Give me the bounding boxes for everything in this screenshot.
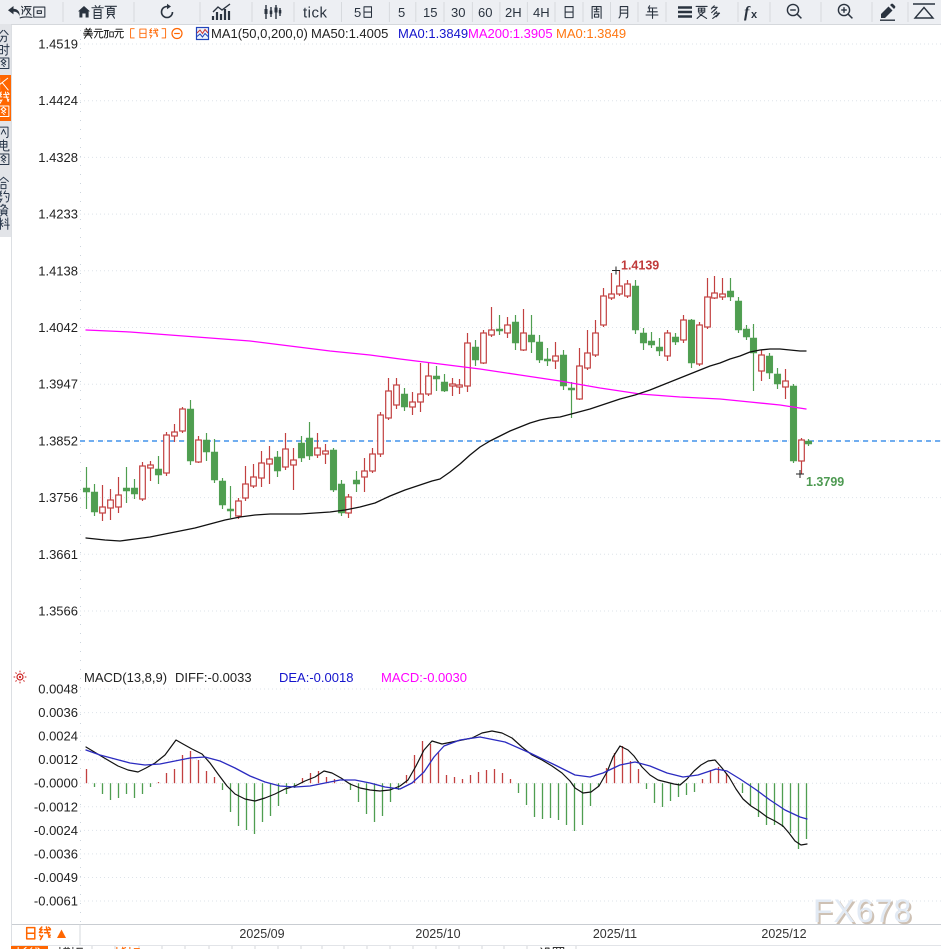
svg-text:1.4424: 1.4424 [38, 93, 78, 108]
svg-text:1.4233: 1.4233 [38, 207, 78, 222]
svg-text:-0.0061: -0.0061 [34, 894, 78, 909]
svg-text:-0.0000: -0.0000 [34, 776, 78, 791]
svg-text:FX678: FX678 [815, 895, 914, 931]
svg-text:1.3852: 1.3852 [38, 433, 78, 448]
svg-text:0.0024: 0.0024 [38, 729, 78, 744]
svg-text:1.3661: 1.3661 [38, 547, 78, 562]
svg-text:0.0012: 0.0012 [38, 752, 78, 767]
svg-text:MACD(13,8,9): MACD(13,8,9) [84, 670, 167, 685]
svg-text:2H: 2H [505, 5, 522, 20]
svg-text:1.3566: 1.3566 [38, 604, 78, 619]
svg-text:1.3799: 1.3799 [806, 475, 844, 489]
svg-text:0.0036: 0.0036 [38, 705, 78, 720]
svg-text:MA50:1.4005: MA50:1.4005 [311, 26, 388, 41]
svg-text:5: 5 [354, 5, 361, 20]
svg-text:1.4519: 1.4519 [38, 37, 78, 52]
svg-text:MA1(50,0,200,0): MA1(50,0,200,0) [211, 26, 308, 41]
svg-text:MA200:1.3905: MA200:1.3905 [468, 26, 553, 41]
svg-text:-0.0049: -0.0049 [34, 870, 78, 885]
svg-text:5: 5 [398, 5, 405, 20]
svg-text:1.4042: 1.4042 [38, 320, 78, 335]
svg-text:30: 30 [451, 5, 465, 20]
svg-text:MA0:1.3849: MA0:1.3849 [556, 26, 626, 41]
svg-text:DIFF:-0.0033: DIFF:-0.0033 [175, 670, 252, 685]
svg-text:DEA:-0.0018: DEA:-0.0018 [279, 670, 353, 685]
svg-text:-0.0036: -0.0036 [34, 846, 78, 861]
svg-text:2025/09: 2025/09 [239, 927, 284, 941]
svg-text:FX678: FX678 [813, 893, 912, 929]
svg-text:4H: 4H [533, 5, 550, 20]
svg-text:2025/11: 2025/11 [593, 927, 637, 941]
svg-text:f: f [744, 4, 751, 21]
svg-text:2025/12: 2025/12 [761, 927, 806, 941]
svg-text:0.0048: 0.0048 [38, 682, 78, 697]
svg-text:MA0:1.3849: MA0:1.3849 [398, 26, 468, 41]
svg-text:tick: tick [303, 5, 328, 22]
svg-text:1.4138: 1.4138 [38, 263, 78, 278]
svg-text:1.3756: 1.3756 [38, 490, 78, 505]
svg-text:1.4328: 1.4328 [38, 150, 78, 165]
svg-text:1.3947: 1.3947 [38, 377, 78, 392]
svg-text:-0.0024: -0.0024 [34, 823, 78, 838]
svg-text:2025/10: 2025/10 [415, 927, 460, 941]
svg-text:15: 15 [423, 5, 437, 20]
svg-text:60: 60 [478, 5, 492, 20]
svg-text:1.4139: 1.4139 [621, 259, 659, 273]
svg-text:MACD:-0.0030: MACD:-0.0030 [381, 670, 467, 685]
svg-text:-0.0012: -0.0012 [34, 799, 78, 814]
svg-text:x: x [751, 9, 758, 21]
